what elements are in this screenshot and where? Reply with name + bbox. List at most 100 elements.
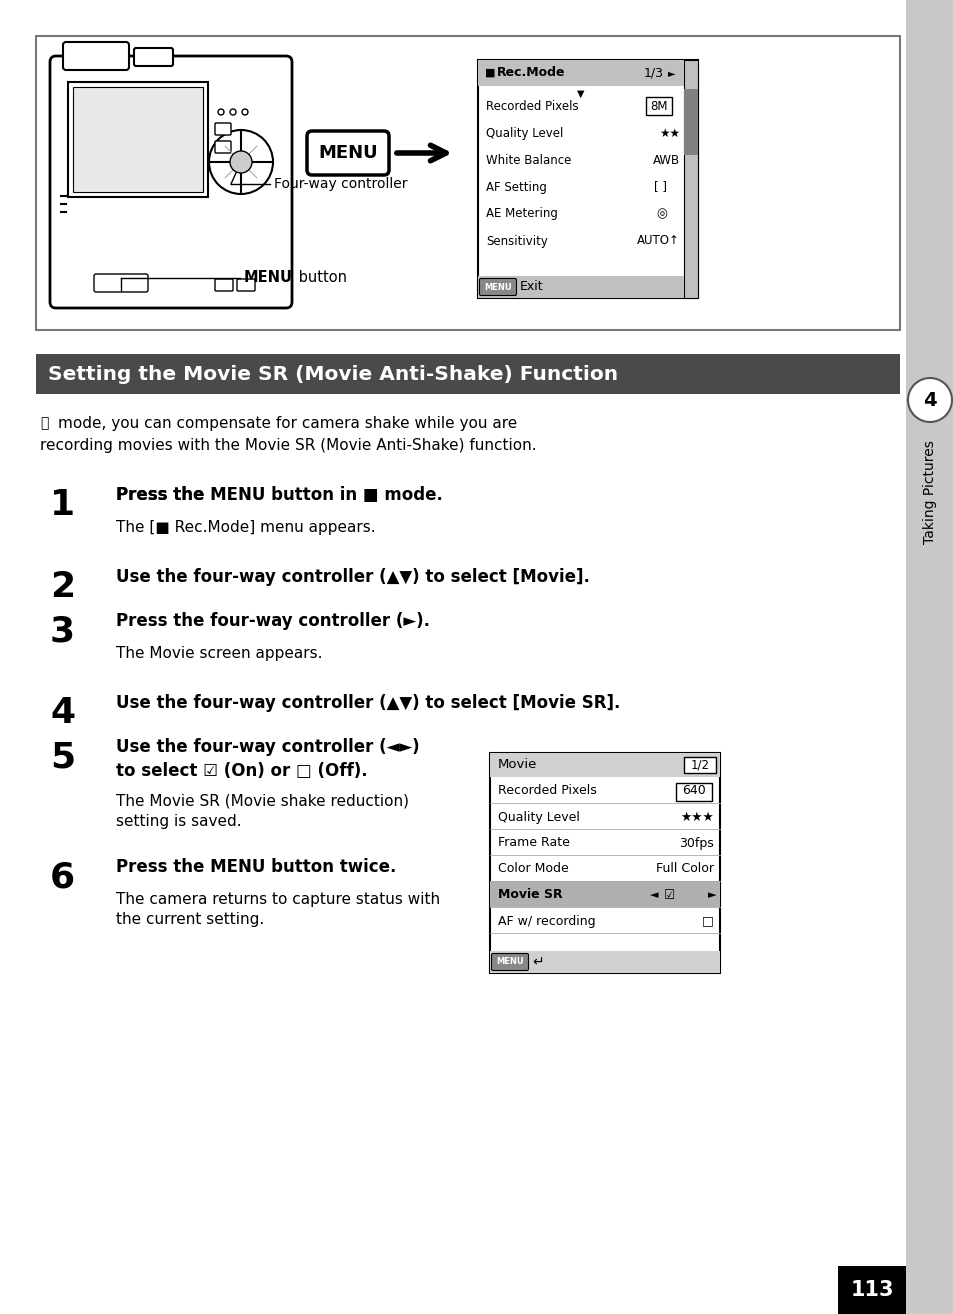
Text: 8M: 8M [650, 100, 667, 113]
Text: MENU: MENU [244, 271, 293, 285]
Text: AWB: AWB [652, 154, 679, 167]
Text: Frame Rate: Frame Rate [497, 837, 569, 849]
Text: Press the MENU button in ■ mode.: Press the MENU button in ■ mode. [116, 486, 442, 505]
Text: ◎: ◎ [656, 208, 666, 221]
Text: AE Metering: AE Metering [485, 208, 558, 221]
Bar [905, 0, 953, 1314]
Text: 1/2: 1/2 [690, 758, 709, 771]
Text: 30fps: 30fps [679, 837, 713, 849]
Text: MENU: MENU [318, 145, 377, 162]
Text: 5: 5 [50, 740, 75, 774]
Text: the current setting.: the current setting. [116, 912, 264, 926]
Text: Press the four-way controller (►).: Press the four-way controller (►). [116, 612, 430, 629]
Text: Movie: Movie [497, 758, 537, 771]
Text: 3: 3 [50, 614, 75, 648]
Text: The camera returns to capture status with: The camera returns to capture status wit… [116, 892, 439, 907]
Text: The Movie screen appears.: The Movie screen appears. [116, 646, 322, 661]
Text: 4: 4 [50, 696, 75, 731]
Text: Use the four-way controller (▲▼) to select [Movie].: Use the four-way controller (▲▼) to sele… [116, 568, 589, 586]
Text: Press the MENU button twice.: Press the MENU button twice. [116, 858, 395, 876]
Text: MENU: MENU [484, 283, 511, 292]
Text: Recorded Pixels: Recorded Pixels [485, 100, 578, 113]
Text: Taking Pictures: Taking Pictures [923, 440, 936, 544]
Text: ►: ► [667, 68, 675, 78]
Text: Movie SR: Movie SR [497, 888, 562, 901]
Text: Setting the Movie SR (Movie Anti-Shake) Function: Setting the Movie SR (Movie Anti-Shake) … [48, 364, 618, 384]
Text: to select ☑ (On) or □ (Off).: to select ☑ (On) or □ (Off). [116, 762, 367, 781]
Text: Rec.Mode: Rec.Mode [497, 67, 565, 80]
Text: Recorded Pixels: Recorded Pixels [497, 784, 597, 798]
Text: 1: 1 [50, 487, 75, 522]
Text: AF Setting: AF Setting [485, 180, 546, 193]
FancyBboxPatch shape [94, 275, 148, 292]
Bar [36, 35, 899, 330]
Text: Exit: Exit [519, 280, 543, 293]
Text: ★★: ★★ [659, 126, 679, 139]
FancyBboxPatch shape [479, 279, 516, 296]
Text: Use the four-way controller (▲▼) to select [Movie SR].: Use the four-way controller (▲▼) to sele… [116, 694, 619, 712]
Bar [676, 783, 711, 802]
Text: MENU: MENU [496, 958, 523, 967]
Bar [837, 1265, 905, 1314]
Bar [477, 60, 683, 85]
FancyBboxPatch shape [214, 279, 233, 290]
Text: ☑: ☑ [663, 888, 675, 901]
Bar [490, 753, 720, 972]
Text: ◄: ◄ [649, 890, 658, 900]
Circle shape [242, 109, 248, 116]
Bar [68, 81, 208, 197]
Bar [73, 87, 203, 192]
Text: Four-way controller: Four-way controller [274, 177, 407, 191]
Text: 🎥: 🎥 [40, 417, 49, 430]
Text: 640: 640 [681, 784, 705, 798]
Text: The [■ Rec.Mode] menu appears.: The [■ Rec.Mode] menu appears. [116, 520, 375, 535]
Text: recording movies with the Movie SR (Movie Anti-Shake) function.: recording movies with the Movie SR (Movi… [40, 438, 536, 453]
Text: The Movie SR (Movie shake reduction): The Movie SR (Movie shake reduction) [116, 794, 409, 809]
Bar [490, 753, 720, 777]
FancyBboxPatch shape [133, 49, 172, 66]
Text: ▼: ▼ [577, 89, 584, 99]
Bar [683, 88, 698, 155]
Text: mode, you can compensate for camera shake while you are: mode, you can compensate for camera shak… [58, 417, 517, 431]
Text: Use the four-way controller (◄►): Use the four-way controller (◄►) [116, 738, 419, 756]
Text: ★★★: ★★★ [679, 811, 713, 824]
Text: 6: 6 [50, 859, 75, 894]
Text: Full Color: Full Color [656, 862, 713, 875]
Text: □: □ [701, 915, 713, 928]
Text: 4: 4 [923, 390, 936, 410]
Text: 1/3: 1/3 [643, 67, 663, 80]
Text: [ ]: [ ] [654, 180, 666, 193]
FancyBboxPatch shape [307, 131, 389, 175]
Text: ↵: ↵ [532, 955, 543, 968]
Circle shape [230, 151, 252, 173]
Text: setting is saved.: setting is saved. [116, 813, 241, 829]
Circle shape [230, 109, 235, 116]
FancyBboxPatch shape [214, 124, 231, 135]
Bar [490, 951, 720, 972]
FancyBboxPatch shape [214, 141, 231, 152]
Bar [477, 60, 698, 298]
Bar [490, 880, 720, 907]
Text: ■: ■ [484, 68, 495, 78]
FancyBboxPatch shape [236, 279, 254, 290]
Text: Quality Level: Quality Level [497, 811, 579, 824]
Bar [477, 276, 683, 298]
Text: Press the: Press the [116, 486, 210, 505]
Text: Color Mode: Color Mode [497, 862, 568, 875]
Text: Quality Level: Quality Level [485, 126, 563, 139]
Text: button: button [294, 271, 347, 285]
Text: AF w/ recording: AF w/ recording [497, 915, 595, 928]
Bar [683, 757, 716, 773]
Bar [683, 60, 698, 298]
FancyBboxPatch shape [491, 954, 528, 971]
Circle shape [907, 378, 951, 422]
Text: White Balance: White Balance [485, 154, 571, 167]
Text: AUTO↑: AUTO↑ [637, 234, 679, 247]
Bar [645, 97, 671, 116]
Bar [36, 353, 899, 394]
Text: Sensitivity: Sensitivity [485, 234, 547, 247]
Text: 2: 2 [50, 570, 75, 604]
Circle shape [218, 109, 224, 116]
FancyBboxPatch shape [63, 42, 129, 70]
Text: 113: 113 [849, 1280, 893, 1300]
